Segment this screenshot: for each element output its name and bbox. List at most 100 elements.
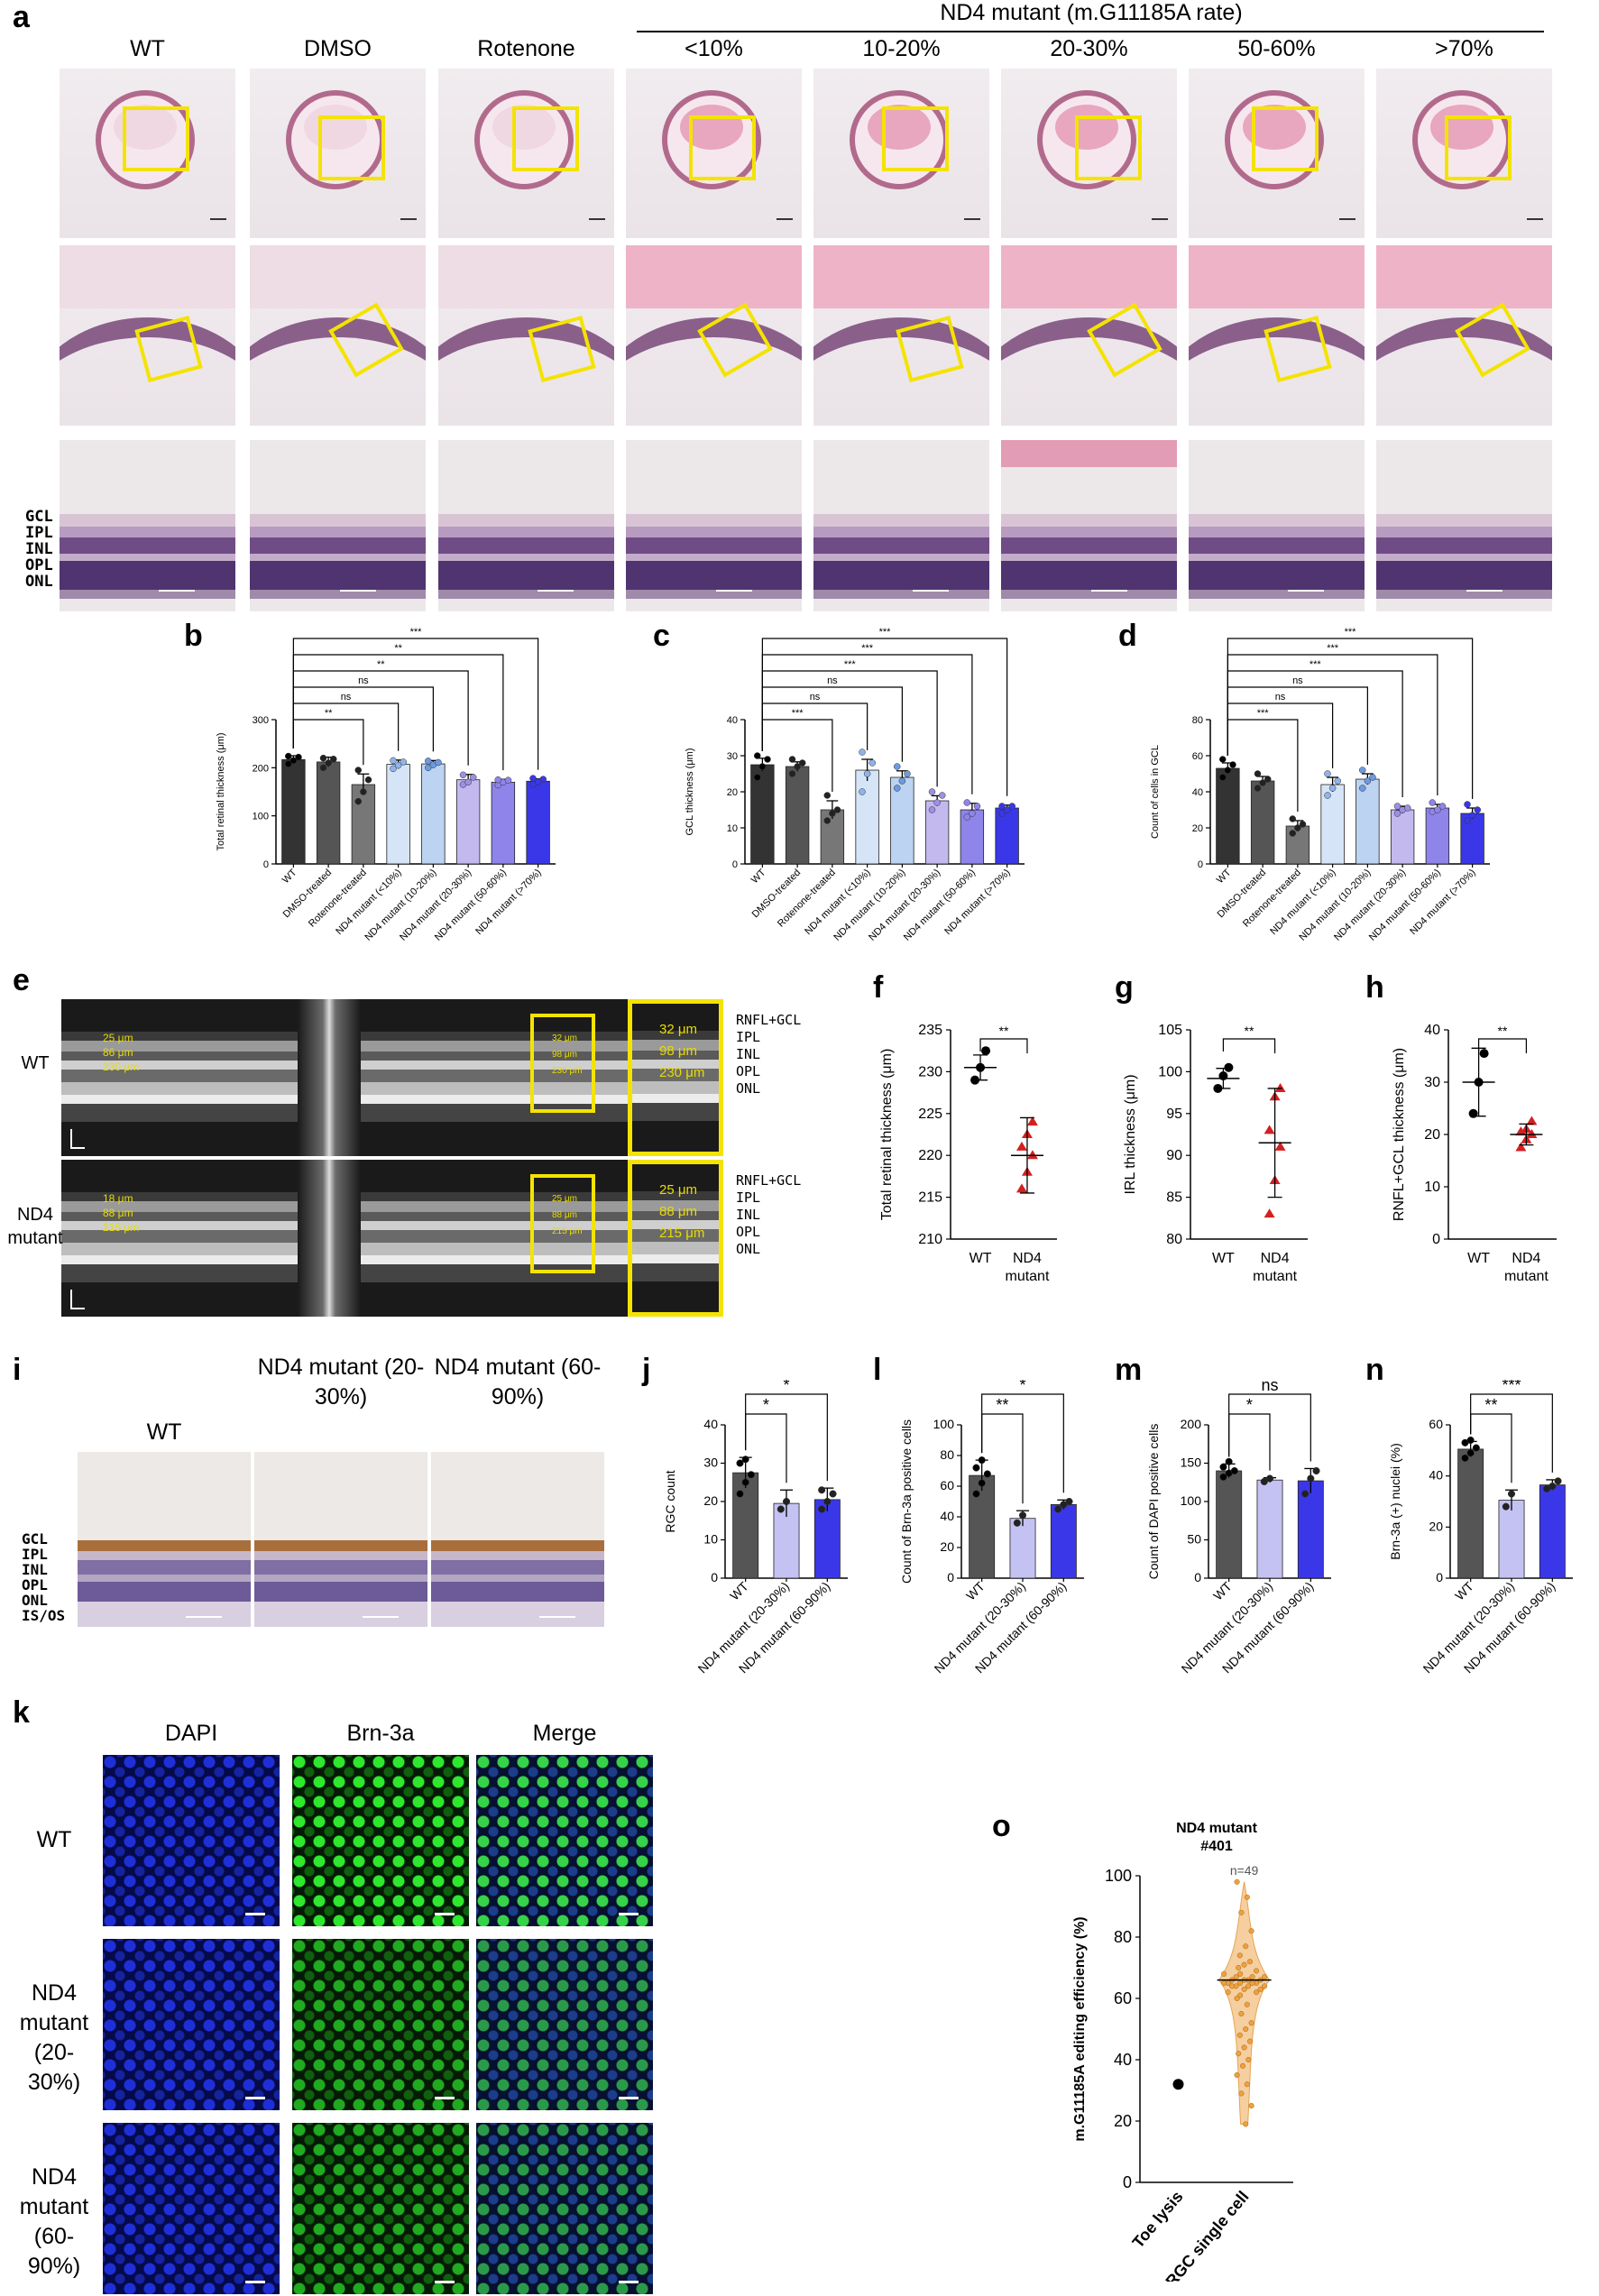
bar-2 — [813, 1499, 841, 1579]
layer-label-i-2: INL — [22, 1561, 48, 1578]
y-tick-label: 210 — [918, 1232, 942, 1247]
sig-bracket — [1227, 638, 1474, 799]
y-tick-label: 235 — [918, 1023, 942, 1038]
y-axis-label: Count of Brn-3a positive cells — [899, 1419, 914, 1584]
ihc-section-2 — [431, 1452, 604, 1627]
layer-label-i-3: OPL — [22, 1576, 48, 1593]
panel-label-h: h — [1365, 970, 1384, 1005]
rgc-point — [1243, 2121, 1249, 2127]
chart-title: ND4 mutant — [1176, 1821, 1257, 1836]
oct-scale-bar — [70, 1129, 85, 1149]
data-point — [1219, 1473, 1227, 1481]
layer-band — [1001, 514, 1177, 527]
y-tick-label: 40 — [1192, 787, 1203, 798]
scale-bar — [589, 218, 605, 220]
ihc-band — [431, 1540, 604, 1551]
scale-bar — [619, 2281, 639, 2283]
col-title-i-1: ND4 mutant (20-30%) — [257, 1355, 425, 1410]
data-point — [1434, 806, 1441, 813]
col-title-k-2: Merge — [532, 1721, 597, 1746]
data-point — [1229, 761, 1236, 768]
ihc-band — [431, 1575, 604, 1582]
data-point — [829, 810, 836, 817]
x-tick-label: ND4 — [1261, 1251, 1290, 1266]
scale-bar — [210, 218, 226, 220]
oct-scale-bar — [70, 1290, 85, 1309]
sig-bracket — [292, 670, 469, 766]
data-point — [818, 1505, 826, 1513]
data-point — [1054, 1505, 1062, 1513]
data-point — [1466, 1436, 1475, 1445]
rgc-point — [1241, 2044, 1247, 2051]
data-point — [1464, 817, 1471, 824]
rgc-point — [1236, 1964, 1242, 1971]
scale-bar — [913, 590, 949, 592]
data-point — [1065, 1497, 1073, 1506]
oct-band — [632, 1254, 719, 1263]
data-point — [1294, 824, 1301, 831]
x-tick-label: WT — [749, 867, 768, 886]
bar-3 — [386, 764, 410, 865]
layer-band — [813, 527, 989, 537]
data-point — [360, 788, 367, 795]
bar-1 — [316, 761, 341, 865]
y-axis-label: Brn-3a (+) nuclei (%) — [1388, 1443, 1402, 1560]
panel-label-o: o — [992, 1809, 1011, 1843]
rgc-point — [1236, 1952, 1243, 1959]
data-point — [424, 764, 432, 772]
sig-label: *** — [1327, 643, 1339, 654]
data-point — [1264, 1208, 1275, 1218]
sig-label: ns — [810, 692, 821, 703]
data-point — [893, 785, 901, 792]
sig-bracket — [1478, 1038, 1527, 1053]
oct-measure-zoom: 215 μm — [659, 1226, 705, 1241]
nuclei — [476, 1939, 653, 2110]
y-tick-label: 100 — [933, 1417, 955, 1431]
layer-band — [438, 554, 614, 561]
zoom-box — [123, 106, 189, 171]
data-point — [978, 1479, 986, 1487]
scale-bar — [1288, 590, 1324, 592]
data-point — [1324, 792, 1331, 799]
data-point — [464, 778, 472, 786]
data-point — [319, 764, 327, 772]
chart-h: 0 10 20 30 40 RNFL+GCL thickness (μm) WT ND4 mut… — [1392, 1023, 1557, 1284]
data-point — [1015, 1141, 1027, 1151]
layer-band — [1376, 554, 1552, 561]
oct-layer-label: OPL — [736, 1063, 761, 1079]
data-point — [1466, 1449, 1475, 1457]
scale-bar — [245, 2097, 265, 2099]
scale-bar — [435, 2097, 455, 2099]
data-point — [799, 759, 806, 767]
scale-bar — [1527, 218, 1543, 220]
chart-o: ND4 mutant #401 0 20 40 60 80 100 m.G11185A edit… — [1072, 1821, 1293, 2282]
sig-bracket — [1227, 670, 1403, 797]
panel-label-n: n — [1365, 1353, 1384, 1387]
y-tick-label: 60 — [1429, 1417, 1443, 1431]
rgc-point — [1221, 1979, 1227, 1987]
x-tick-label: Toe lysis — [1129, 2188, 1187, 2252]
y-tick-label: 105 — [1158, 1023, 1182, 1038]
data-point — [1289, 815, 1296, 822]
data-point — [1265, 1474, 1274, 1483]
x-tick-label: WT — [1452, 1578, 1476, 1603]
oct-layer-label: IPL — [736, 1029, 761, 1045]
fluor-0-1 — [292, 1755, 469, 1926]
sig-bracket — [761, 703, 868, 751]
y-tick-label: 230 — [918, 1064, 942, 1079]
data-point — [504, 776, 512, 784]
sig-bracket — [1228, 1393, 1311, 1462]
layer-label-i-5: IS/OS — [22, 1607, 66, 1624]
y-axis-label: IRL thickness (μm) — [1123, 1074, 1138, 1194]
data-point — [753, 752, 761, 759]
y-tick-label: 0 — [1194, 1570, 1201, 1584]
sig-label: * — [783, 1380, 789, 1394]
retina-zoom-6 — [1189, 245, 1365, 426]
layer-band — [1189, 590, 1365, 599]
rgc-point — [1246, 2038, 1254, 2044]
layer-band — [1189, 537, 1365, 554]
retina-zoom-7 — [1376, 245, 1552, 426]
data-point — [1461, 1454, 1469, 1462]
